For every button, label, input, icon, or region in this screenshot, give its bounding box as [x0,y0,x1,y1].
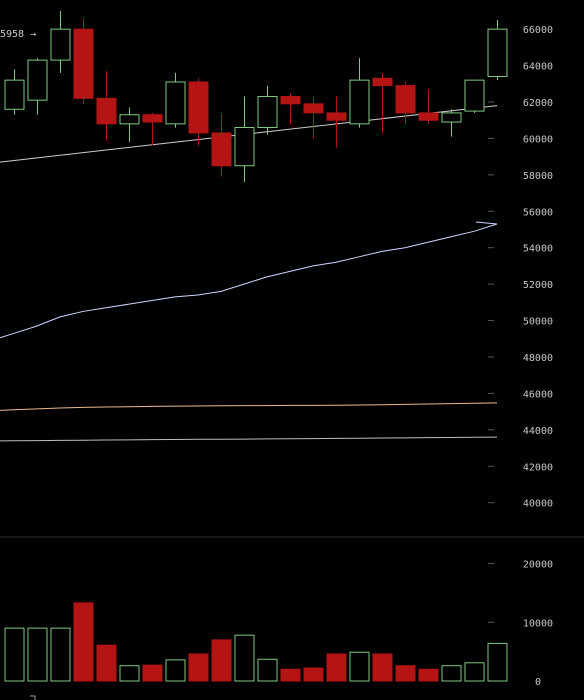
candle-body-up [349,79,370,125]
volume-bar-up [165,659,186,682]
candle-body-down [326,112,347,121]
volume-bar-down [280,668,301,682]
price-tick-label: 48000 [523,353,553,364]
candle-body-up [27,59,48,101]
price-tick-label: 66000 [523,25,553,36]
moving-average-line [0,221,498,339]
volume-bar-down [73,602,94,682]
candle-body-up [119,114,140,125]
volume-bar-up [464,662,485,682]
volume-bar-up [234,634,255,682]
candle-body-up [165,81,186,125]
candle [96,71,117,141]
volume-bars-group [4,602,508,682]
volume-bar-up [441,665,462,682]
volume-tick-label: 20000 [523,560,553,571]
candle [119,107,140,143]
volume-bar-up [119,665,140,682]
candle-body-down [280,96,301,105]
candle-body-up [464,79,485,112]
volume-axis: 20000 10000 0 [488,560,553,688]
candle-body-up [487,28,508,77]
candle [487,20,508,81]
volume-bar-down [395,665,416,682]
candle [73,18,94,104]
moving-average-lines [0,221,498,442]
volume-tick-label: 10000 [523,618,553,629]
candle [303,96,324,139]
price-tick-label: 42000 [523,462,553,473]
candle [395,81,416,124]
candle-body-down [188,81,209,134]
candle [257,85,278,135]
candle-body-down [395,85,416,114]
volume-bar-down [326,653,347,682]
volume-bar-down [142,664,163,682]
candle-body-down [418,112,439,121]
price-tick-label: 46000 [523,389,553,400]
price-tick-label: 58000 [523,171,553,182]
candle-body-down [96,97,117,125]
volume-bar-up [27,627,48,682]
volume-bar-down [372,653,393,682]
candle [464,79,485,113]
price-tick-label: 62000 [523,98,553,109]
bottom-corner-mark [30,695,36,700]
volume-tick-label: 0 [535,677,541,688]
candles-group [4,10,508,183]
volume-bar-up [487,642,508,682]
price-tick-label: 64000 [523,62,553,73]
candle-body-up [234,126,255,167]
volume-bar-down [211,639,232,682]
price-tick-label: 44000 [523,426,553,437]
volume-bar-down [303,667,324,682]
candle-body-down [211,132,232,167]
volume-bar-down [96,644,117,682]
candle-body-down [303,103,324,114]
candle-body-up [4,79,25,110]
moving-average-line [0,402,498,411]
candle-body-up [257,96,278,128]
candle [349,58,370,128]
volume-bar-down [188,653,209,682]
candle [188,78,209,146]
volume-bar-down [418,668,439,682]
candle [326,96,347,148]
candle [4,69,25,115]
price-axis: 66000 64000 62000 60000 58000 56000 54000 52000… [488,25,553,510]
candle [280,92,301,124]
volume-bar-up [4,627,25,682]
price-tick-label: 50000 [523,317,553,328]
candle [418,89,439,124]
candle [441,109,462,137]
volume-bar-up [257,658,278,682]
volume-bar-up [50,627,71,682]
moving-average-line [0,436,498,442]
price-tick-label: 56000 [523,207,553,218]
price-tick-label: 54000 [523,244,553,255]
price-tick-label: 40000 [523,499,553,510]
volume-bar-up [349,651,370,682]
candle-body-down [372,77,393,87]
candle-body-up [50,28,71,61]
candle-body-down [73,28,94,99]
last-price-label: 5958 → [0,29,36,40]
candle [234,96,255,183]
candle [142,112,163,146]
candle [211,112,232,177]
price-tick-label: 52000 [523,280,553,291]
candle-body-up [441,112,462,123]
price-tick-label: 60000 [523,134,553,145]
candle [27,58,48,115]
candle [50,10,71,73]
candle [165,72,186,128]
candle [372,72,393,133]
candle-body-down [142,114,163,123]
